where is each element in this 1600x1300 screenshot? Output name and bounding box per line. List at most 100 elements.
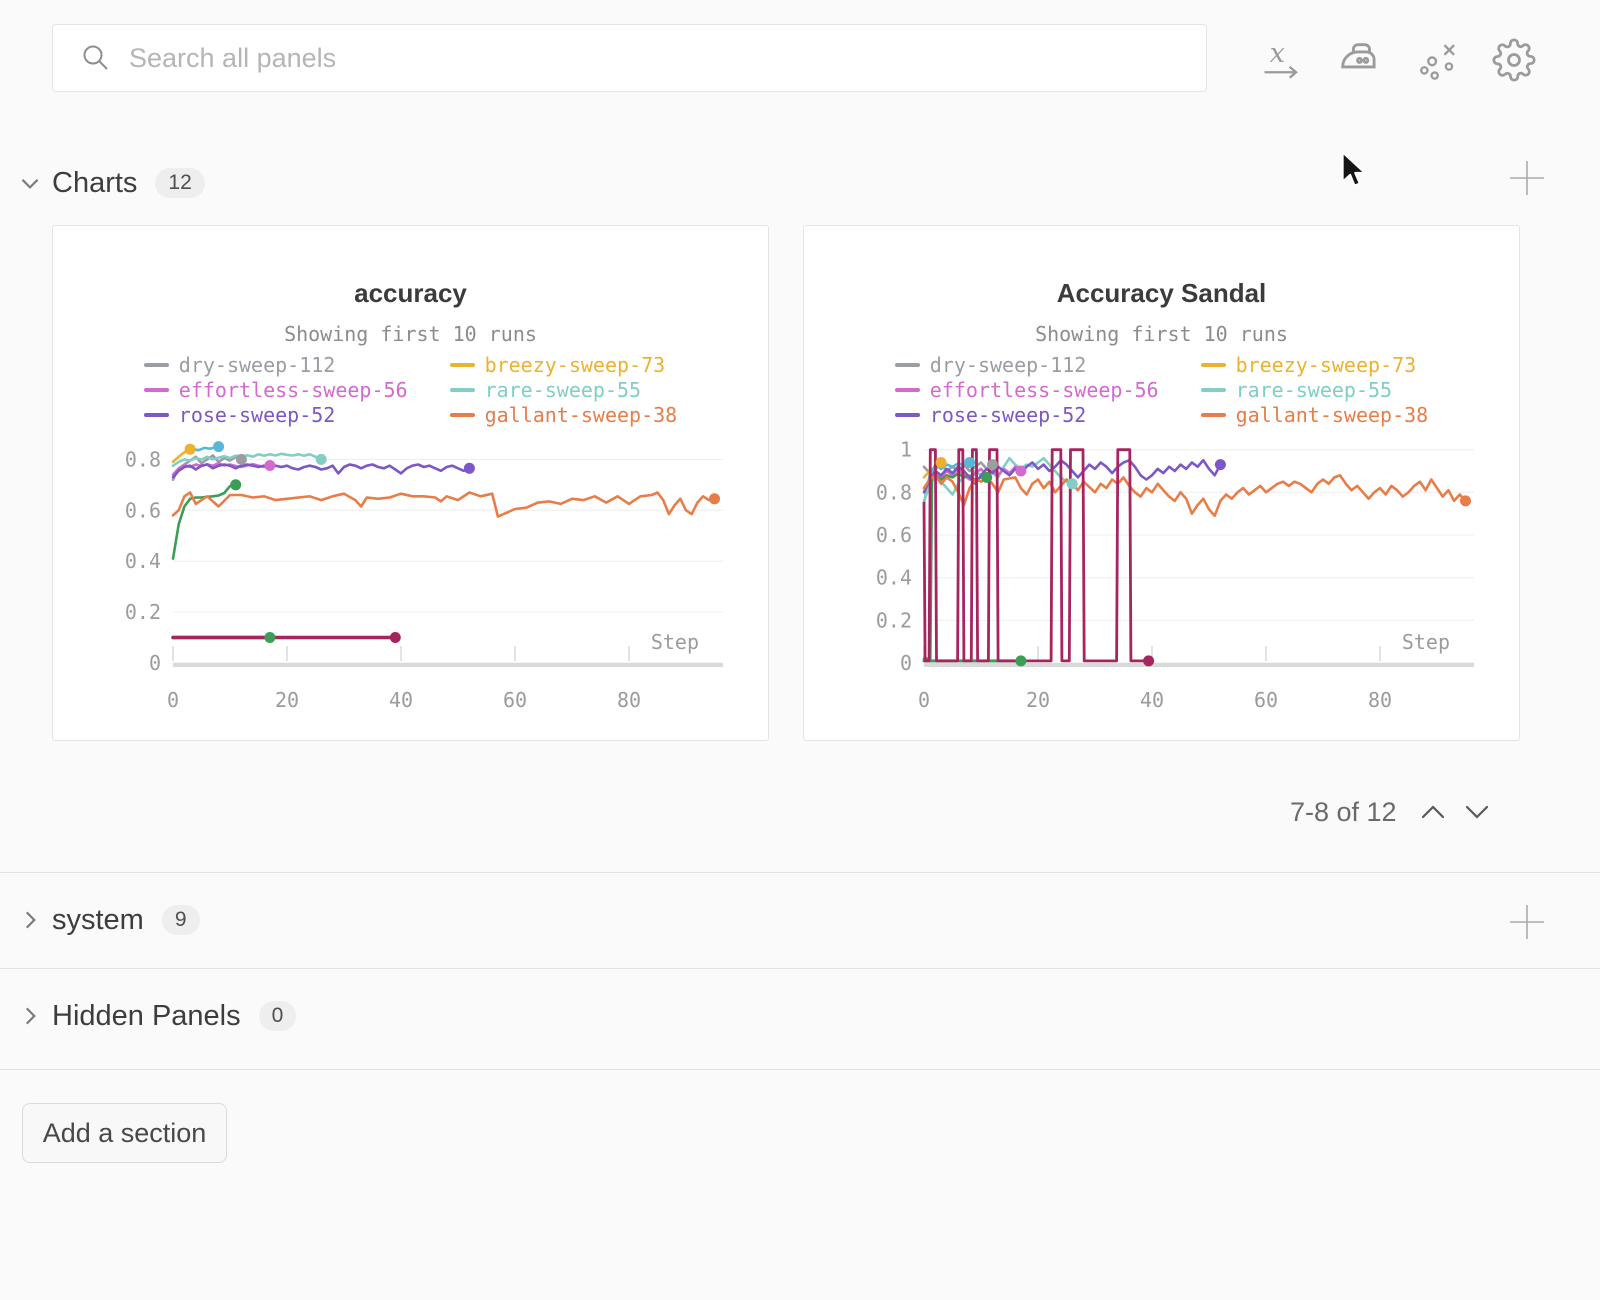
legend-swatch <box>1200 362 1226 367</box>
svg-text:0.8: 0.8 <box>125 447 161 471</box>
legend-swatch <box>143 387 169 392</box>
system-section-title: system <box>52 903 144 936</box>
legend-label: gallant-sweep-38 <box>484 402 678 427</box>
accuracy-sandal-line-chart[interactable]: 0 0.2 0.4 0.6 0.8 1 0 20 40 60 80 Step <box>824 429 1484 729</box>
accuracy-line-chart[interactable]: 0 0.2 0.4 0.6 0.8 0 20 40 60 80 Step <box>73 429 733 729</box>
legend-item-rose-sweep-52[interactable]: rose-sweep-52 <box>143 402 408 427</box>
svg-text:60: 60 <box>1254 688 1278 712</box>
svg-text:0.2: 0.2 <box>125 600 161 624</box>
panel-accuracy-sandal: Accuracy Sandal Showing first 10 runs dr… <box>803 225 1520 741</box>
legend-item-breezy-sweep-73[interactable]: breezy-sweep-73 <box>1200 352 1429 377</box>
svg-text:1: 1 <box>900 438 912 462</box>
svg-text:0.4: 0.4 <box>125 549 161 573</box>
add-panel-button[interactable] <box>1507 158 1547 198</box>
next-page-button[interactable] <box>1455 794 1499 830</box>
svg-text:0: 0 <box>167 688 179 712</box>
legend-item-gallant-sweep-38[interactable]: gallant-sweep-38 <box>1200 402 1429 427</box>
legend-swatch <box>449 387 475 392</box>
svg-text:0: 0 <box>149 651 161 675</box>
search-icon <box>83 45 108 70</box>
legend-label: rare-sweep-55 <box>484 377 642 402</box>
divider <box>0 968 1600 969</box>
chart-subtitle: Showing first 10 runs <box>284 322 537 346</box>
add-section-button[interactable]: Add a section <box>22 1103 227 1163</box>
chart-title: Accuracy Sandal <box>1056 278 1267 308</box>
legend-item-rare-sweep-55[interactable]: rare-sweep-55 <box>449 377 678 402</box>
svg-text:0.2: 0.2 <box>876 608 912 632</box>
settings-gear-icon[interactable] <box>1490 36 1538 84</box>
legend-swatch <box>449 362 475 367</box>
legend-swatch <box>1200 412 1226 417</box>
chart-legend: dry-sweep-112 breezy-sweep-73 effortless-s… <box>894 352 1429 427</box>
legend-label: dry-sweep-112 <box>178 352 336 377</box>
legend-label: gallant-sweep-38 <box>1235 402 1429 427</box>
svg-text:20: 20 <box>275 688 299 712</box>
hidden-panels-count-badge: 0 <box>258 1001 297 1031</box>
svg-text:80: 80 <box>617 688 641 712</box>
legend-label: rare-sweep-55 <box>1235 377 1393 402</box>
system-count-badge: 9 <box>161 905 200 935</box>
charts-section-title: Charts <box>52 166 138 199</box>
legend-swatch <box>1200 387 1226 392</box>
previous-page-button[interactable] <box>1411 794 1455 830</box>
svg-text:0: 0 <box>900 651 912 675</box>
legend-label: breezy-sweep-73 <box>1235 352 1417 377</box>
legend-label: breezy-sweep-73 <box>484 352 666 377</box>
divider <box>0 1069 1600 1070</box>
legend-item-dry-sweep-112[interactable]: dry-sweep-112 <box>143 352 408 377</box>
svg-text:Step: Step <box>651 630 699 654</box>
svg-text:Step: Step <box>1402 630 1450 654</box>
panel-accuracy: accuracy Showing first 10 runs dry-sweep… <box>52 225 769 741</box>
x-axis-expression-icon[interactable]: x <box>1256 36 1304 84</box>
legend-item-rose-sweep-52[interactable]: rose-sweep-52 <box>894 402 1159 427</box>
legend-swatch <box>449 412 475 417</box>
add-panel-button-system[interactable] <box>1507 902 1547 942</box>
charts-count-badge: 12 <box>155 168 205 198</box>
svg-text:20: 20 <box>1026 688 1050 712</box>
svg-text:0.4: 0.4 <box>876 566 912 590</box>
svg-text:80: 80 <box>1368 688 1392 712</box>
chevron-down-icon[interactable] <box>16 169 44 197</box>
chevron-right-icon[interactable] <box>16 1002 44 1030</box>
svg-text:x: x <box>1270 40 1285 69</box>
search-input[interactable] <box>129 42 1206 74</box>
legend-swatch <box>894 362 920 367</box>
svg-text:0.8: 0.8 <box>876 480 912 504</box>
system-section-header: system 9 <box>16 900 200 940</box>
svg-text:0: 0 <box>918 688 930 712</box>
legend-item-rare-sweep-55[interactable]: rare-sweep-55 <box>1200 377 1429 402</box>
svg-text:40: 40 <box>389 688 413 712</box>
legend-label: rose-sweep-52 <box>929 402 1087 427</box>
legend-item-gallant-sweep-38[interactable]: gallant-sweep-38 <box>449 402 678 427</box>
chevron-right-icon[interactable] <box>16 906 44 934</box>
hidden-panels-section-header: Hidden Panels 0 <box>16 996 297 1036</box>
chart-legend: dry-sweep-112 breezy-sweep-73 effortless-s… <box>143 352 678 427</box>
divider <box>0 872 1600 873</box>
svg-text:40: 40 <box>1140 688 1164 712</box>
legend-item-breezy-sweep-73[interactable]: breezy-sweep-73 <box>449 352 678 377</box>
legend-item-effortless-sweep-56[interactable]: effortless-sweep-56 <box>894 377 1159 402</box>
legend-swatch <box>143 362 169 367</box>
legend-label: rose-sweep-52 <box>178 402 336 427</box>
legend-label: effortless-sweep-56 <box>178 377 408 402</box>
legend-item-effortless-sweep-56[interactable]: effortless-sweep-56 <box>143 377 408 402</box>
svg-text:0.6: 0.6 <box>876 523 912 547</box>
outlier-removal-icon[interactable] <box>1412 36 1460 84</box>
legend-label: effortless-sweep-56 <box>929 377 1159 402</box>
smoothing-iron-icon[interactable] <box>1334 36 1382 84</box>
pagination-label: 7-8 of 12 <box>1290 796 1397 827</box>
charts-panel-grid: accuracy Showing first 10 runs dry-sweep… <box>52 225 1520 741</box>
legend-swatch <box>894 387 920 392</box>
workspace-toolbar: x <box>1256 34 1538 86</box>
panel-pagination: 7-8 of 12 <box>1290 790 1499 834</box>
legend-label: dry-sweep-112 <box>929 352 1087 377</box>
chart-title: accuracy <box>354 278 467 308</box>
legend-swatch <box>894 412 920 417</box>
svg-text:0.6: 0.6 <box>125 498 161 522</box>
legend-swatch <box>143 412 169 417</box>
hidden-panels-section-title: Hidden Panels <box>52 999 241 1032</box>
chart-subtitle: Showing first 10 runs <box>1035 322 1288 346</box>
legend-item-dry-sweep-112[interactable]: dry-sweep-112 <box>894 352 1159 377</box>
mouse-cursor <box>1341 151 1366 187</box>
